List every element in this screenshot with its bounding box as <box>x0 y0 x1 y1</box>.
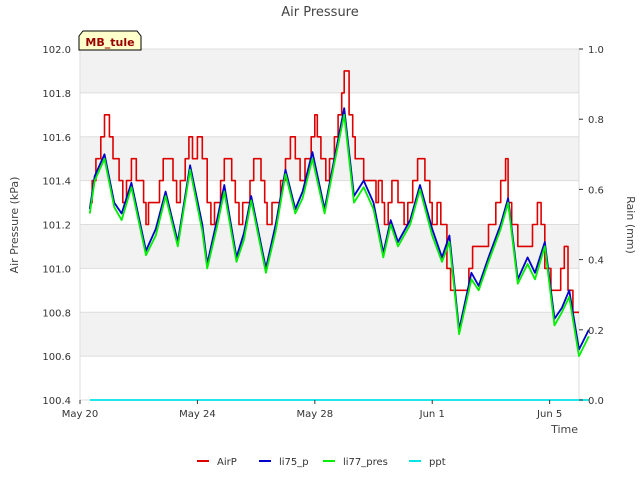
site-label-background <box>78 30 142 51</box>
plot-band <box>80 92 579 137</box>
y-tick-label: 101.0 <box>42 264 71 275</box>
series-line-li77-pres <box>88 113 590 357</box>
y2-tick-label: 0.0 <box>588 396 604 407</box>
legend-label: li77_pres <box>343 457 388 468</box>
plot-band <box>80 268 579 313</box>
series-line-airp <box>89 70 579 314</box>
x-tick-label: May 20 <box>62 409 99 420</box>
x-tick-label: Jun 1 <box>419 409 445 420</box>
site-label-box: MB_tule <box>78 30 142 51</box>
legend-label: AirP <box>217 457 237 468</box>
y2-tick-label: 0.4 <box>588 256 604 267</box>
x-tick-label: May 28 <box>297 409 334 420</box>
y-tick-label: 101.8 <box>42 89 71 100</box>
y2-tick-label: 1.0 <box>588 45 604 56</box>
y2-tick-label: 0.8 <box>588 115 604 126</box>
y2-tick-label: 0.6 <box>588 185 604 196</box>
plot-band <box>80 49 579 93</box>
y-axis-label: Air Pressure (kPa) <box>8 177 21 274</box>
plot-band <box>80 224 579 269</box>
y2-axis-label: Rain (mm) <box>624 196 637 254</box>
plot-band <box>80 312 579 357</box>
y-tick-label: 102.0 <box>42 45 71 56</box>
y-tick-label: 101.6 <box>42 133 71 144</box>
plot-band <box>80 356 579 400</box>
y-tick-label: 100.8 <box>42 308 71 319</box>
y2-tick-label: 0.2 <box>588 326 604 337</box>
site-label-text: MB_tule <box>85 36 134 49</box>
x-tick-label: Jun 5 <box>536 409 562 420</box>
y-tick-label: 101.2 <box>42 221 71 232</box>
y-tick-label: 100.4 <box>42 396 71 407</box>
x-axis-label: Time <box>550 423 578 436</box>
legend-label: li75_p <box>279 457 309 468</box>
legend-label: ppt <box>429 457 446 468</box>
y-tick-label: 100.6 <box>42 352 71 363</box>
y-tick-label: 101.4 <box>42 177 71 188</box>
x-tick-label: May 24 <box>179 409 216 420</box>
chart-title: Air Pressure <box>281 5 359 20</box>
